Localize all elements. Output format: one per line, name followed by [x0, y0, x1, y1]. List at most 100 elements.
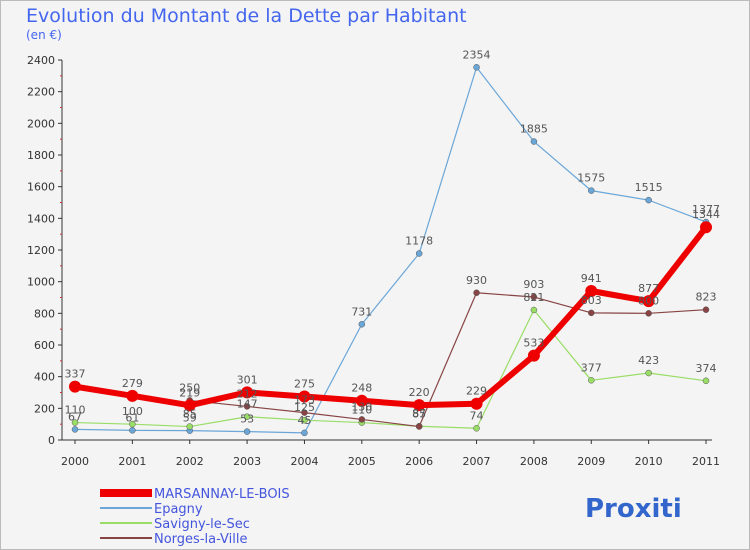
data-label: 2354 — [463, 48, 491, 61]
x-tick-label: 2008 — [520, 455, 548, 468]
data-point — [700, 221, 712, 234]
data-point — [588, 187, 595, 194]
data-label: 100 — [122, 405, 143, 418]
x-tick-label: 2001 — [118, 455, 146, 468]
data-point — [645, 310, 652, 317]
series-line — [189, 292, 707, 428]
data-point — [71, 419, 79, 426]
data-point — [183, 399, 196, 412]
data-point — [473, 64, 480, 71]
x-tick-label: 2005 — [348, 455, 376, 468]
data-point — [129, 420, 136, 428]
data-label: 59 — [183, 412, 197, 425]
y-tick-label: 200 — [34, 402, 55, 415]
data-point — [126, 389, 139, 402]
data-label: 229 — [466, 385, 487, 398]
axes: 0 200 400 600 800 1000 1200 1400 1600 1800 2000 220… — [27, 54, 720, 468]
x-tick-label: 2003 — [233, 455, 261, 468]
data-label: 130 — [351, 400, 372, 413]
data-point — [645, 369, 652, 377]
data-label: 85 — [412, 408, 426, 421]
data-label: 821 — [523, 291, 544, 304]
data-label: 337 — [65, 368, 86, 381]
x-tick-label: 2006 — [405, 455, 433, 468]
data-label: 903 — [523, 278, 544, 291]
data-label: 823 — [696, 291, 717, 304]
data-point — [129, 427, 136, 434]
data-point — [415, 423, 423, 430]
data-point — [358, 321, 366, 328]
data-point — [243, 413, 251, 420]
data-point — [588, 309, 595, 317]
y-tick-label: 2200 — [27, 86, 55, 99]
y-tick-label: 0 — [48, 434, 55, 447]
data-label: 1178 — [405, 234, 433, 247]
data-point — [530, 306, 538, 314]
data-point — [413, 399, 426, 412]
data-label: 1885 — [520, 123, 548, 136]
data-point — [301, 429, 308, 437]
data-point — [241, 386, 254, 399]
y-tick-label: 400 — [34, 371, 55, 384]
proxiti-logo: Proxiti — [585, 494, 682, 524]
data-point — [358, 416, 366, 423]
data-point — [642, 295, 655, 308]
data-label: 374 — [696, 362, 717, 375]
data-label: 1575 — [577, 172, 605, 185]
data-label: 250 — [179, 381, 200, 394]
chart-title: Evolution du Montant de la Dette par Hab… — [26, 5, 467, 27]
data-point — [69, 380, 81, 393]
data-label: 219 — [179, 386, 200, 399]
data-point — [298, 390, 311, 403]
data-label: 423 — [638, 354, 659, 367]
series-lines — [69, 64, 712, 437]
data-label: 803 — [581, 294, 602, 307]
data-label: 941 — [581, 272, 602, 285]
legend-label: MARSANNAY-LE-BOIS — [154, 487, 290, 502]
series-line — [72, 224, 709, 409]
data-label: 110 — [65, 404, 86, 417]
data-point — [702, 377, 710, 385]
x-tick-label: 2000 — [61, 455, 89, 468]
data-label: 279 — [122, 377, 143, 390]
data-label: 533 — [523, 337, 544, 350]
data-label: 45 — [297, 414, 311, 427]
data-point — [473, 425, 480, 432]
data-point — [71, 426, 79, 433]
x-tick-label: 2007 — [463, 455, 491, 468]
y-tick-label: 1000 — [27, 276, 55, 289]
data-label: 212 — [237, 387, 258, 400]
data-labels: 67 61 59 53 45 731 1178 2354 1885 1575 1515 1377 110… — [65, 48, 721, 427]
data-label: 110 — [351, 404, 372, 417]
data-label: 275 — [294, 377, 315, 390]
data-label: 85 — [183, 408, 197, 421]
data-label: 731 — [351, 305, 372, 318]
data-label: 301 — [237, 373, 258, 386]
data-label: 930 — [466, 274, 487, 287]
data-point — [355, 394, 368, 407]
x-tick-label: 2009 — [577, 455, 605, 468]
data-label: 74 — [470, 409, 484, 422]
data-label: 1377 — [692, 203, 720, 216]
series-line — [74, 309, 707, 429]
data-label: 125 — [294, 401, 315, 414]
data-point — [473, 289, 480, 296]
y-tick-label: 800 — [34, 307, 55, 320]
data-label: 1515 — [635, 181, 663, 194]
data-point — [301, 409, 308, 416]
x-tick-label: 2002 — [176, 455, 204, 468]
data-label: 220 — [409, 386, 430, 399]
data-label: 67 — [68, 410, 82, 423]
data-label: 147 — [237, 398, 258, 411]
y-tick-label: 600 — [34, 339, 55, 352]
data-point — [186, 423, 193, 430]
legend: MARSANNAY-LE-BOISEpagnySavigny-le-SecNor… — [100, 487, 290, 547]
data-point — [301, 416, 308, 424]
legend-label: Savigny-le-Sec — [154, 517, 250, 532]
data-point — [243, 403, 251, 410]
data-label: 61 — [125, 411, 139, 424]
data-label: 87 — [412, 407, 426, 420]
